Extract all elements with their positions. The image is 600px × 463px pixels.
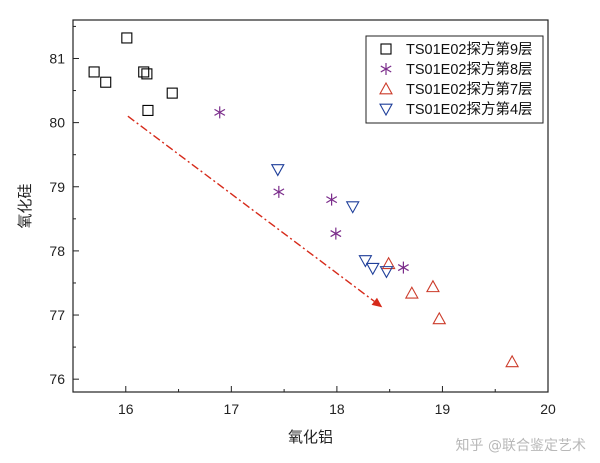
- x-tick-label: 19: [435, 401, 451, 417]
- data-point: [404, 286, 419, 299]
- legend-marker: [380, 43, 392, 55]
- y-tick-label: 76: [49, 371, 65, 387]
- data-point: [365, 262, 380, 276]
- series-1: [88, 32, 178, 116]
- data-point: [141, 68, 153, 80]
- y-tick-label: 77: [49, 307, 65, 323]
- data-points: [88, 32, 520, 368]
- data-point: [345, 201, 360, 214]
- data-point: [397, 261, 409, 274]
- legend-label: TS01E02探方第4层: [406, 100, 533, 118]
- data-point: [270, 164, 285, 177]
- data-point: [432, 311, 447, 325]
- x-tick-label: 16: [118, 401, 134, 417]
- axes: [72, 19, 549, 393]
- y-tick-label: 79: [49, 179, 65, 195]
- x-tick-label: 20: [540, 401, 556, 417]
- arrow-shaft: [127, 115, 375, 302]
- data-point: [379, 266, 394, 279]
- legend-marker: [380, 63, 392, 75]
- watermark: 知乎 @联合鉴定艺术: [455, 438, 586, 454]
- legend: TS01E02探方第9层 TS01E02探方第8层 TS01E02探方第7层 TS01…: [365, 35, 544, 124]
- data-point: [166, 87, 178, 99]
- trend-arrow: [127, 115, 383, 308]
- x-axis-title: 氧化铝: [288, 428, 333, 446]
- series-2: [214, 106, 409, 274]
- asterisk-stroke: [380, 65, 392, 73]
- arrow-head: [371, 297, 383, 308]
- data-point: [100, 76, 112, 88]
- data-point: [330, 227, 342, 240]
- legend-label: TS01E02探方第7层: [406, 80, 533, 98]
- legend-box: [365, 35, 544, 124]
- asterisk-stroke: [397, 264, 409, 272]
- data-point: [358, 255, 373, 268]
- y-tick-label: 78: [49, 243, 65, 259]
- asterisk-stroke: [273, 188, 285, 196]
- series-4: [270, 164, 394, 279]
- y-axis-title: 氧化硅: [16, 183, 34, 228]
- data-point: [142, 104, 154, 116]
- data-point: [505, 354, 520, 368]
- tick-labels: 16 17 18 19 20 76 77 78 79 80 81: [49, 50, 556, 417]
- y-tick-label: 80: [49, 115, 65, 131]
- legend-label: TS01E02探方第9层: [406, 40, 533, 58]
- data-point: [381, 256, 396, 270]
- x-tick-label: 17: [224, 401, 240, 417]
- data-point: [88, 66, 100, 78]
- data-point: [214, 106, 226, 119]
- x-tick-label: 18: [329, 401, 345, 417]
- asterisk-stroke: [326, 196, 338, 204]
- plot-frame: [72, 19, 549, 393]
- data-point: [426, 279, 440, 293]
- asterisk-stroke: [214, 108, 226, 116]
- series-3: [381, 256, 520, 368]
- data-point: [273, 185, 285, 198]
- data-point: [138, 66, 150, 78]
- legend-marker: [379, 103, 393, 117]
- data-point: [121, 32, 133, 44]
- data-point: [326, 193, 338, 206]
- legend-label: TS01E02探方第8层: [406, 60, 533, 78]
- y-tick-label: 81: [49, 50, 65, 66]
- asterisk-stroke: [330, 230, 342, 238]
- legend-marker: [379, 81, 393, 95]
